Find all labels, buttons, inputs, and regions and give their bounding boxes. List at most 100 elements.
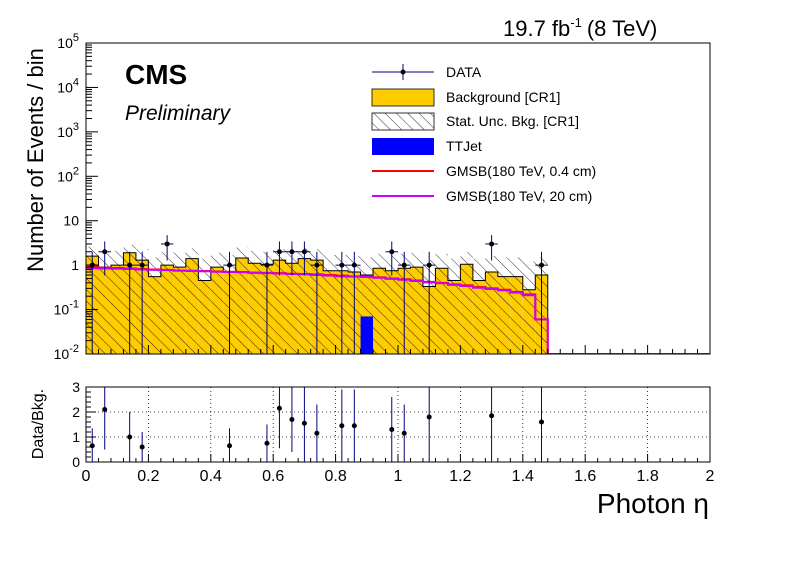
ratio-point xyxy=(289,417,295,422)
legend-label-ttjet: TTJet xyxy=(446,138,482,154)
legend-entry-ttjet: TTJet xyxy=(372,138,482,155)
data-point xyxy=(301,249,307,255)
status-label: Preliminary xyxy=(125,102,232,125)
stat-unc-band xyxy=(410,252,423,354)
legend-label-data: DATA xyxy=(446,64,482,80)
data-point xyxy=(426,262,432,268)
y-tick-label: 1 xyxy=(71,257,79,273)
stat-unc-band xyxy=(210,252,224,354)
lumi-label: 19.7 fb-1 (8 TeV) xyxy=(503,15,657,41)
ratio-point xyxy=(276,405,282,411)
ratio-point xyxy=(102,407,108,412)
ttjet-histogram xyxy=(360,316,374,354)
ratio-point xyxy=(401,430,407,436)
main-axis-ticks xyxy=(85,42,711,355)
ratio-point xyxy=(489,413,495,419)
gmsb-curve xyxy=(86,267,710,354)
ratio-frame xyxy=(85,386,711,463)
data-point xyxy=(227,262,233,268)
data-point xyxy=(339,262,345,268)
main-ylabel: Number of Events / bin xyxy=(23,48,48,272)
ratio-point xyxy=(351,423,357,429)
ratio-ylabel: Data/Bkg. xyxy=(30,389,47,459)
stat-unc-band xyxy=(323,254,336,354)
legend: DATA Background [CR1] Stat. Unc. Bkg. [C… xyxy=(371,64,596,204)
stat-unc-band xyxy=(522,261,536,354)
legend-entry-stat-unc: Stat. Unc. Bkg. [CR1] xyxy=(371,112,579,131)
x-tick-label: 0 xyxy=(82,468,91,485)
ratio-y-tick-label: 2 xyxy=(72,404,80,420)
x-tick-label: 0.4 xyxy=(200,468,222,485)
y-tick-label: 104 xyxy=(57,76,79,95)
stat-unc-band xyxy=(460,251,473,354)
data-point xyxy=(276,249,282,255)
stat-unc-band xyxy=(248,250,261,354)
x-tick-label: 1.8 xyxy=(636,468,658,485)
x-tick-label: 2 xyxy=(706,468,715,485)
ratio-axis-ticks xyxy=(85,386,711,463)
legend-entry-background: Background [CR1] xyxy=(371,88,560,107)
y-tick-label: 102 xyxy=(57,165,79,184)
x-tick-label: 1.4 xyxy=(512,468,534,485)
signal-curves xyxy=(86,266,710,354)
y-tick-label: 103 xyxy=(57,121,79,140)
x-tick-label: 0.8 xyxy=(324,468,346,485)
ratio-point xyxy=(264,440,270,446)
stat-unc-band xyxy=(273,249,286,354)
ratio-y-tick-label: 1 xyxy=(72,429,80,445)
stat-unc-band xyxy=(148,257,161,354)
legend-label-background: Background [CR1] xyxy=(446,89,560,105)
experiment-label: CMS xyxy=(125,59,187,90)
legend-entry-gmsb-1: GMSB(180 TeV, 0.4 cm) xyxy=(372,163,596,179)
ratio-point xyxy=(139,444,145,450)
y-tick-label: 10 xyxy=(63,213,79,229)
legend-label-stat-unc: Stat. Unc. Bkg. [CR1] xyxy=(446,113,579,129)
ratio-point xyxy=(127,434,133,440)
ratio-xlabel: Photon η xyxy=(597,488,709,519)
data-point xyxy=(389,249,395,255)
x-tick-label: 0.2 xyxy=(137,468,159,485)
data-point xyxy=(102,249,108,255)
stat-unc-band xyxy=(497,257,511,354)
stat-unc-band xyxy=(435,253,448,354)
ratio-points xyxy=(89,387,545,462)
data-points xyxy=(86,235,548,354)
ratio-point xyxy=(314,430,320,436)
stat-unc-band xyxy=(285,250,299,354)
data-point xyxy=(289,249,295,255)
stat-unc-band xyxy=(235,247,249,354)
data-point xyxy=(351,262,357,268)
data-point xyxy=(489,241,495,247)
data-point xyxy=(127,262,133,268)
ratio-point xyxy=(539,419,545,425)
data-point xyxy=(164,241,170,247)
data-point xyxy=(401,262,407,268)
main-y-tick-labels: 10-2 10-1 1 10 102 103 104 105 xyxy=(54,32,80,362)
stat-unc-band xyxy=(472,258,486,354)
ratio-grid xyxy=(86,387,710,462)
stat-unc-band xyxy=(485,256,498,354)
stat-unc-band xyxy=(98,251,111,354)
ttjet-bar xyxy=(360,316,374,354)
ratio-point xyxy=(227,443,233,449)
ratio-point xyxy=(389,427,395,432)
y-tick-label: 10-2 xyxy=(54,343,79,362)
stat-unc-band xyxy=(185,248,199,354)
data-point xyxy=(314,262,320,268)
legend-entry-gmsb-2: GMSB(180 TeV, 20 cm) xyxy=(372,188,592,204)
stat-unc-band xyxy=(198,258,211,354)
ratio-y-tick-label: 0 xyxy=(72,454,80,470)
ratio-x-tick-labels: 0 0.2 0.4 0.6 0.8 1 1.2 1.4 1.6 1.8 2 xyxy=(82,468,715,485)
ratio-point xyxy=(301,420,307,426)
stat-unc-band xyxy=(160,251,174,354)
data-point xyxy=(139,262,145,268)
legend-label-gmsb-2: GMSB(180 TeV, 20 cm) xyxy=(446,188,592,204)
legend-label-gmsb-1: GMSB(180 TeV, 0.4 cm) xyxy=(446,163,596,179)
stat-unc-band xyxy=(173,252,186,354)
y-tick-label: 10-1 xyxy=(54,299,79,318)
ratio-point xyxy=(426,414,432,420)
x-tick-label: 1 xyxy=(394,468,403,485)
ratio-point xyxy=(339,423,345,429)
x-tick-label: 0.6 xyxy=(262,468,284,485)
